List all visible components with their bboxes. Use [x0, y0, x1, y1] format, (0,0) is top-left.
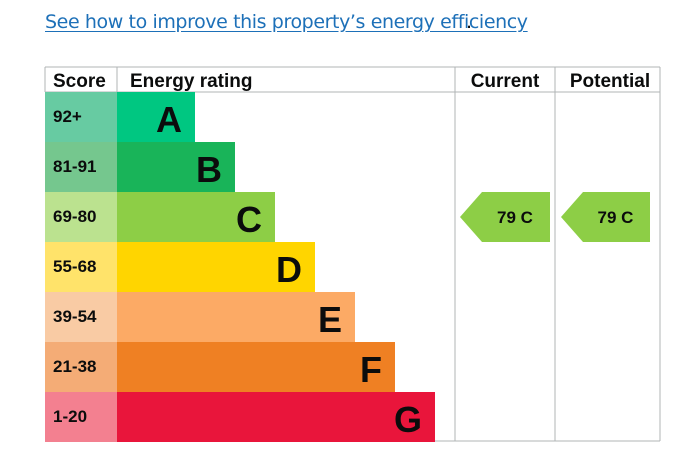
rating-letter: E — [318, 299, 342, 340]
rating-letter: G — [394, 399, 422, 440]
score-range-label: 92+ — [53, 107, 82, 126]
score-cell-b — [45, 142, 117, 192]
potential-rating-marker: 79 C — [561, 192, 650, 242]
score-range-label: 55-68 — [53, 257, 96, 276]
band-e: 39-54 E — [45, 292, 355, 342]
header-current: Current — [471, 71, 540, 92]
rating-bar-e — [117, 292, 355, 342]
link-trailing-period: . — [466, 11, 473, 33]
potential-rating-marker-label: 79 C — [598, 208, 634, 227]
rating-bar-a — [117, 92, 195, 142]
band-f: 21-38 F — [45, 342, 395, 392]
band-c: 69-80 C — [45, 192, 275, 242]
rating-bar-c — [117, 192, 275, 242]
header-energy-rating: Energy rating — [130, 71, 252, 92]
current-rating-marker: 79 C — [460, 192, 550, 242]
rating-bar-b — [117, 142, 235, 192]
header-score: Score — [53, 71, 106, 92]
band-d: 55-68 D — [45, 242, 315, 292]
rating-letter: A — [156, 99, 182, 140]
rating-letter: C — [236, 199, 262, 240]
score-range-label: 21-38 — [53, 357, 96, 376]
rating-letter: D — [276, 249, 302, 290]
rating-bar-g — [117, 392, 435, 442]
rating-letter: B — [196, 149, 222, 190]
current-rating-marker-arrow — [460, 192, 550, 242]
improve-efficiency-link[interactable]: See how to improve this property’s energ… — [45, 11, 528, 33]
rating-letter: F — [360, 349, 382, 390]
rating-bar-f — [117, 342, 395, 392]
score-cell-a — [45, 92, 117, 142]
score-range-label: 81-91 — [53, 157, 96, 176]
band-b: 81-91 B — [45, 142, 235, 192]
score-cell-e — [45, 292, 117, 342]
score-range-label: 1-20 — [53, 407, 87, 426]
rating-bands: 92+ A 81-91 B 69-80 C 55-68 D 39-54 E 21-38 F 1-20 G — [45, 92, 435, 442]
band-a: 92+ A — [45, 92, 195, 142]
score-cell-c — [45, 192, 117, 242]
rating-markers: 79 C 79 C — [460, 192, 650, 242]
potential-rating-marker-arrow — [561, 192, 650, 242]
score-range-label: 39-54 — [53, 307, 97, 326]
score-range-label: 69-80 — [53, 207, 96, 226]
current-rating-marker-label: 79 C — [497, 208, 533, 227]
rating-bar-d — [117, 242, 315, 292]
band-g: 1-20 G — [45, 392, 435, 442]
score-cell-f — [45, 342, 117, 392]
score-cell-d — [45, 242, 117, 292]
header-potential: Potential — [570, 71, 650, 92]
chart-headers: Score Energy rating Current Potential — [53, 71, 650, 92]
score-cell-g — [45, 392, 117, 442]
